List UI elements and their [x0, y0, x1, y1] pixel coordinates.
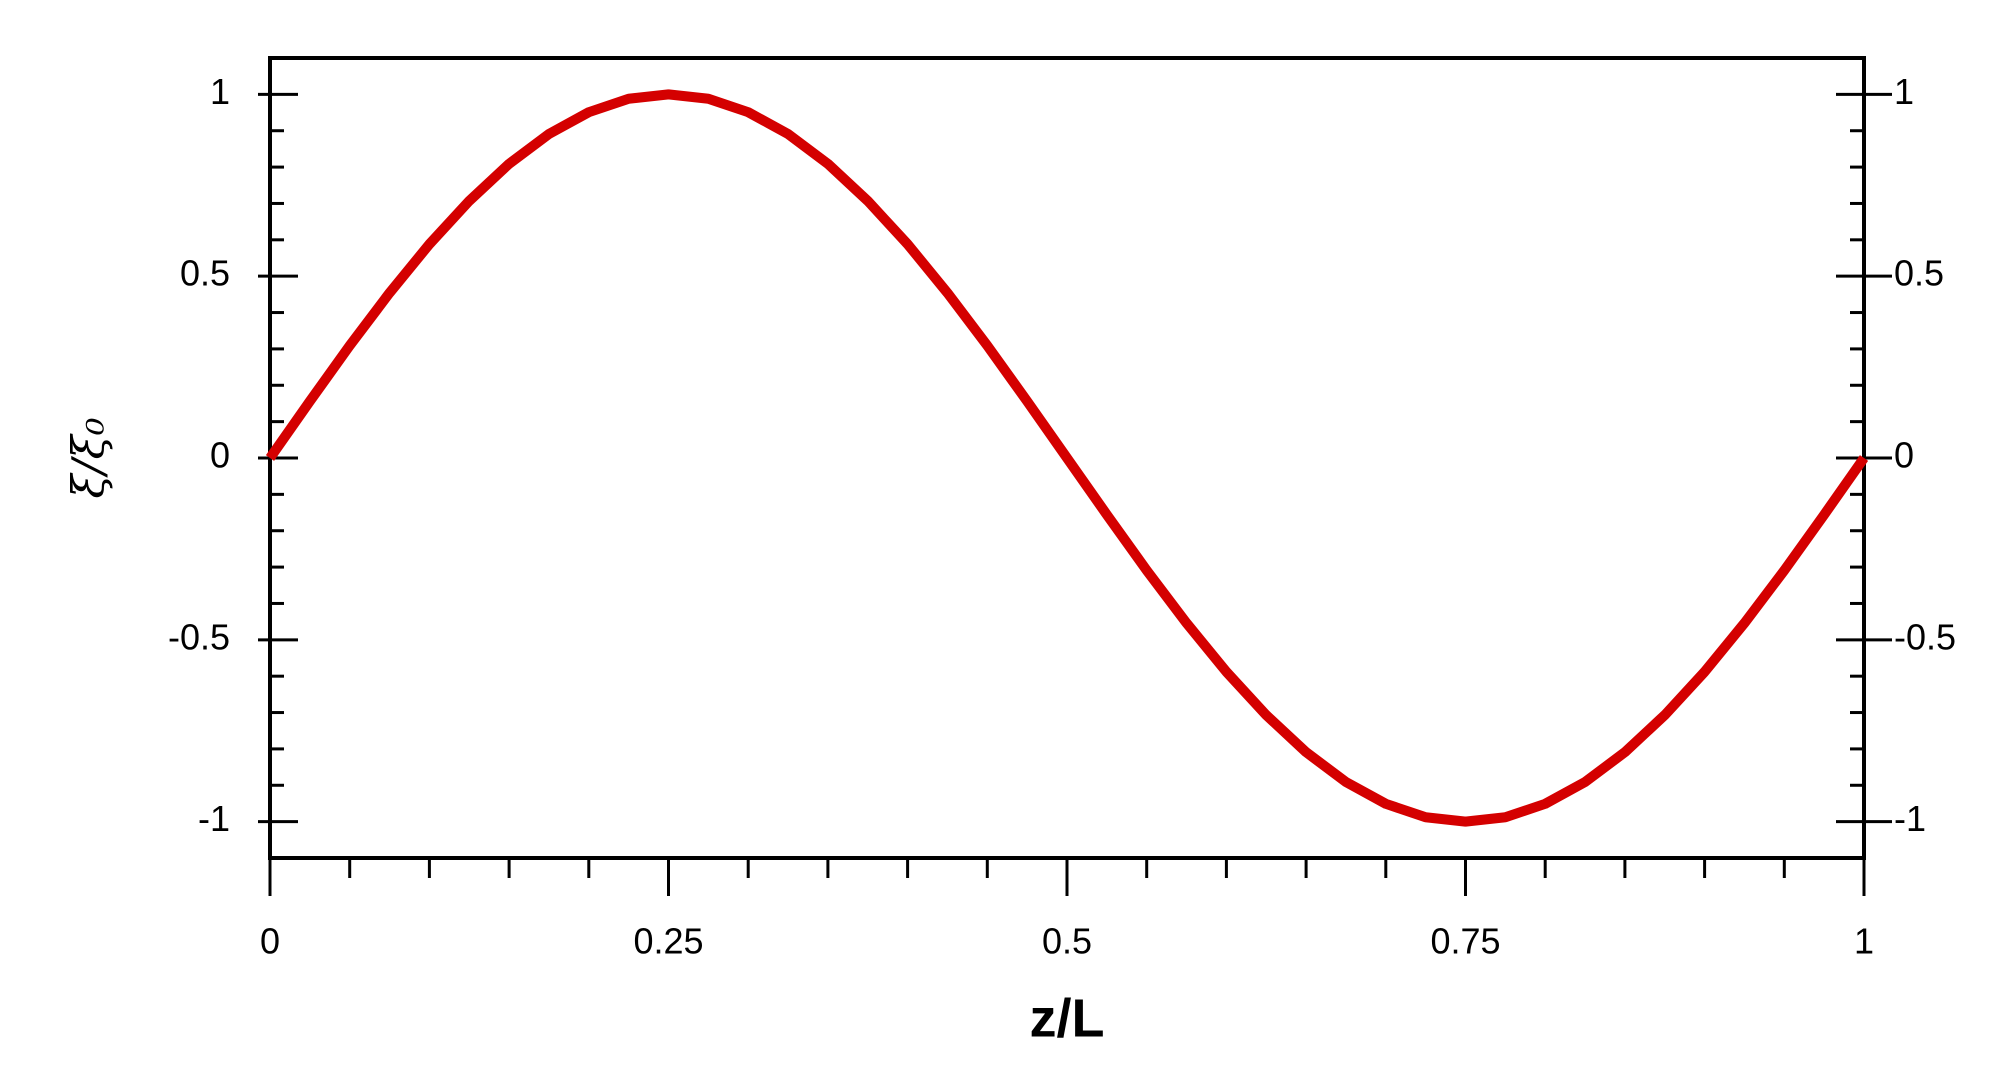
- y-tick-label: 0.5: [180, 253, 230, 294]
- y-axis-label: ξ/ξ₀: [64, 417, 115, 498]
- x-tick-label: 1: [1854, 921, 1874, 962]
- x-tick-label: 0.25: [633, 921, 703, 962]
- x-axis-label: z/L: [1030, 988, 1105, 1048]
- y2-tick-label: 1: [1894, 71, 1914, 112]
- y-tick-label: -1: [198, 798, 230, 839]
- data-line: [265, 89, 1869, 827]
- y2-tick-label: -0.5: [1894, 616, 1956, 657]
- y-tick-label: 0: [210, 435, 230, 476]
- y-tick-label: -0.5: [168, 616, 230, 657]
- y2-tick-label: 0.5: [1894, 253, 1944, 294]
- y2-tick-label: -1: [1894, 798, 1926, 839]
- y-tick-label: 1: [210, 71, 230, 112]
- x-tick-label: 0.5: [1042, 921, 1092, 962]
- x-tick-label: 0.75: [1430, 921, 1500, 962]
- y2-tick-label: 0: [1894, 435, 1914, 476]
- x-tick-label: 0: [260, 921, 280, 962]
